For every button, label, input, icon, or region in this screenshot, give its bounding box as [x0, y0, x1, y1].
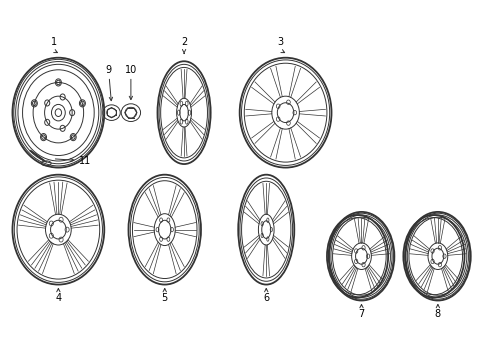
Text: 4: 4	[55, 293, 61, 303]
Text: 9: 9	[105, 66, 111, 76]
Text: 1: 1	[50, 37, 57, 47]
Text: 8: 8	[434, 309, 440, 319]
Text: 2: 2	[181, 37, 187, 47]
Text: 6: 6	[263, 293, 269, 303]
Text: 5: 5	[161, 293, 167, 303]
Text: 3: 3	[277, 37, 283, 47]
Text: 11: 11	[79, 156, 91, 166]
Text: 7: 7	[358, 309, 364, 319]
Text: 10: 10	[124, 66, 137, 76]
